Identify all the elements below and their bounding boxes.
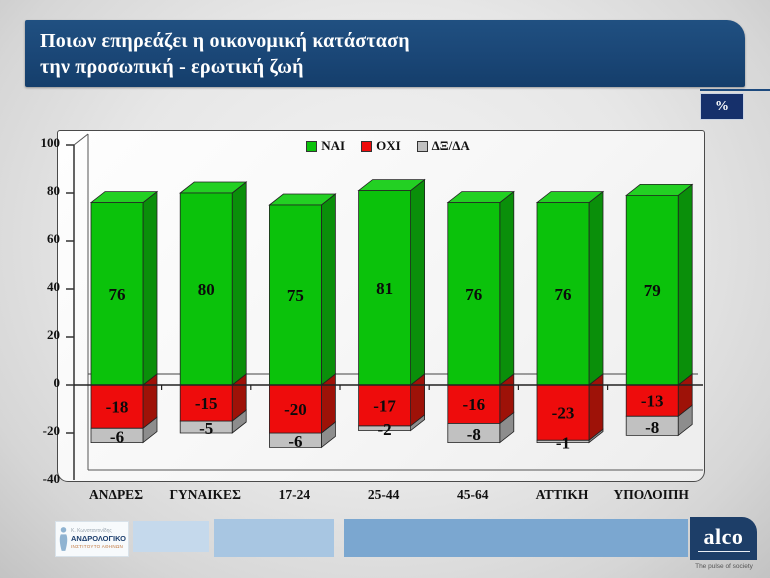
- legend-label: ΔΞ/ΔΑ: [431, 138, 470, 153]
- chart-legend: ΝΑΙ ΟΧΙ ΔΞ/ΔΑ: [58, 138, 704, 154]
- title-banner: Ποιων επηρεάζει η οικονομική κατάσταση τ…: [25, 20, 745, 87]
- legend-label: ΝΑΙ: [321, 138, 346, 153]
- bar-value-label: -2: [378, 420, 392, 439]
- bar-value-label: 81: [376, 279, 393, 298]
- bar-value-label: -23: [552, 404, 575, 423]
- institute-subname: ΙΝΣΤΙΤΟΥΤΟ ΑΘΗΝΩΝ: [71, 543, 124, 549]
- chart-panel: ΝΑΙ ΟΧΙ ΔΞ/ΔΑ 76 -18 -6 80 -15 -5 75 -20 -6 81 -17 -2…: [57, 130, 705, 482]
- bar-value-label: -1: [556, 433, 570, 452]
- alco-logo: alco: [690, 517, 757, 560]
- legend-label: ΟΧΙ: [376, 138, 401, 153]
- institute-figure-icon: [59, 527, 68, 551]
- bar-segment-side: [677, 183, 693, 386]
- bar-value-label: -8: [467, 425, 481, 444]
- institute-logo: Κ. Κωνσταντινίδης ΑΝΔΡΟΛΟΓΙΚΟ ΙΝΣΤΙΤΟΥΤΟ…: [55, 521, 129, 557]
- alco-tagline: The pulse of society: [695, 563, 753, 570]
- bar-value-label: 75: [287, 286, 304, 305]
- legend-item: ΝΑΙ: [306, 138, 345, 154]
- alco-underline: [697, 550, 750, 552]
- footer-segment-light: [214, 519, 334, 557]
- slide-title-line2: την προσωπική - ερωτική ζωή: [40, 56, 304, 78]
- y-tick-label: 0: [53, 375, 61, 390]
- bar-value-label: -13: [641, 392, 664, 411]
- bar-segment-side: [588, 373, 604, 442]
- y-tick-label: 20: [47, 327, 60, 342]
- institute-credit: Κ. Κωνσταντινίδης: [71, 528, 112, 535]
- bar-segment-side: [499, 190, 515, 386]
- legend-swatch: [361, 140, 373, 152]
- legend-item: ΟΧΙ: [361, 138, 401, 154]
- bar-value-label: -15: [195, 394, 218, 413]
- category-label: 25-44: [367, 487, 400, 502]
- institute-name: ΑΝΔΡΟΛΟΓΙΚΟ: [71, 533, 126, 543]
- wall-top-diagonal: [73, 133, 89, 146]
- y-tick-label: -20: [42, 423, 60, 438]
- alco-wordmark: alco: [703, 523, 744, 549]
- y-tick-label: 60: [47, 231, 60, 246]
- bar-segment-side: [588, 190, 604, 386]
- legend-swatch: [416, 140, 428, 152]
- bar-value-label: 76: [555, 285, 572, 304]
- bar-value-label: -18: [106, 398, 129, 417]
- y-tick-label: -40: [42, 471, 60, 486]
- bar-value-label: -20: [284, 400, 307, 419]
- bar-segment-side: [142, 190, 158, 386]
- bar-value-label: -5: [199, 419, 213, 438]
- bar-value-label: -6: [110, 427, 124, 446]
- y-tick-label: 40: [47, 279, 60, 294]
- footer-segment-pale: [133, 521, 209, 552]
- bar-segment-side: [320, 193, 336, 386]
- percent-badge: %: [700, 93, 744, 120]
- bar-value-label: 76: [109, 285, 126, 304]
- bar-segment-side: [410, 178, 426, 386]
- legend-item: ΔΞ/ΔΑ: [416, 138, 470, 154]
- bar-value-label: -17: [373, 396, 396, 415]
- category-label: ΥΠΟΛΟΙΠΗ: [613, 487, 689, 502]
- y-tick-label: 100: [40, 135, 61, 150]
- category-label: 45-64: [457, 487, 489, 502]
- category-label: ΑΤΤΙΚΗ: [535, 487, 589, 502]
- accent-line: [700, 89, 770, 91]
- category-label: ΓΥΝΑΙΚΕΣ: [169, 487, 241, 502]
- bar-value-label: -6: [288, 432, 302, 451]
- bar-value-label: 76: [465, 285, 482, 304]
- bar-value-label: 80: [198, 280, 215, 299]
- category-label: 17-24: [278, 487, 311, 502]
- footer-segment-medium: [344, 519, 688, 557]
- category-label: ΑΝΔΡΕΣ: [88, 487, 144, 502]
- y-tick-label: 80: [47, 183, 60, 198]
- bar-value-label: -8: [645, 418, 659, 437]
- bar-value-label: -16: [462, 395, 485, 414]
- bar-chart-plot: 76 -18 -6 80 -15 -5 75 -20 -6 81 -17 -2 76 -16 -8 76 -23…: [66, 133, 703, 480]
- legend-swatch: [306, 140, 318, 152]
- bar-segment-side: [231, 181, 247, 386]
- slide-title-line1: Ποιων επηρεάζει η οικονομική κατάσταση: [40, 30, 410, 52]
- bar-value-label: 79: [644, 281, 661, 300]
